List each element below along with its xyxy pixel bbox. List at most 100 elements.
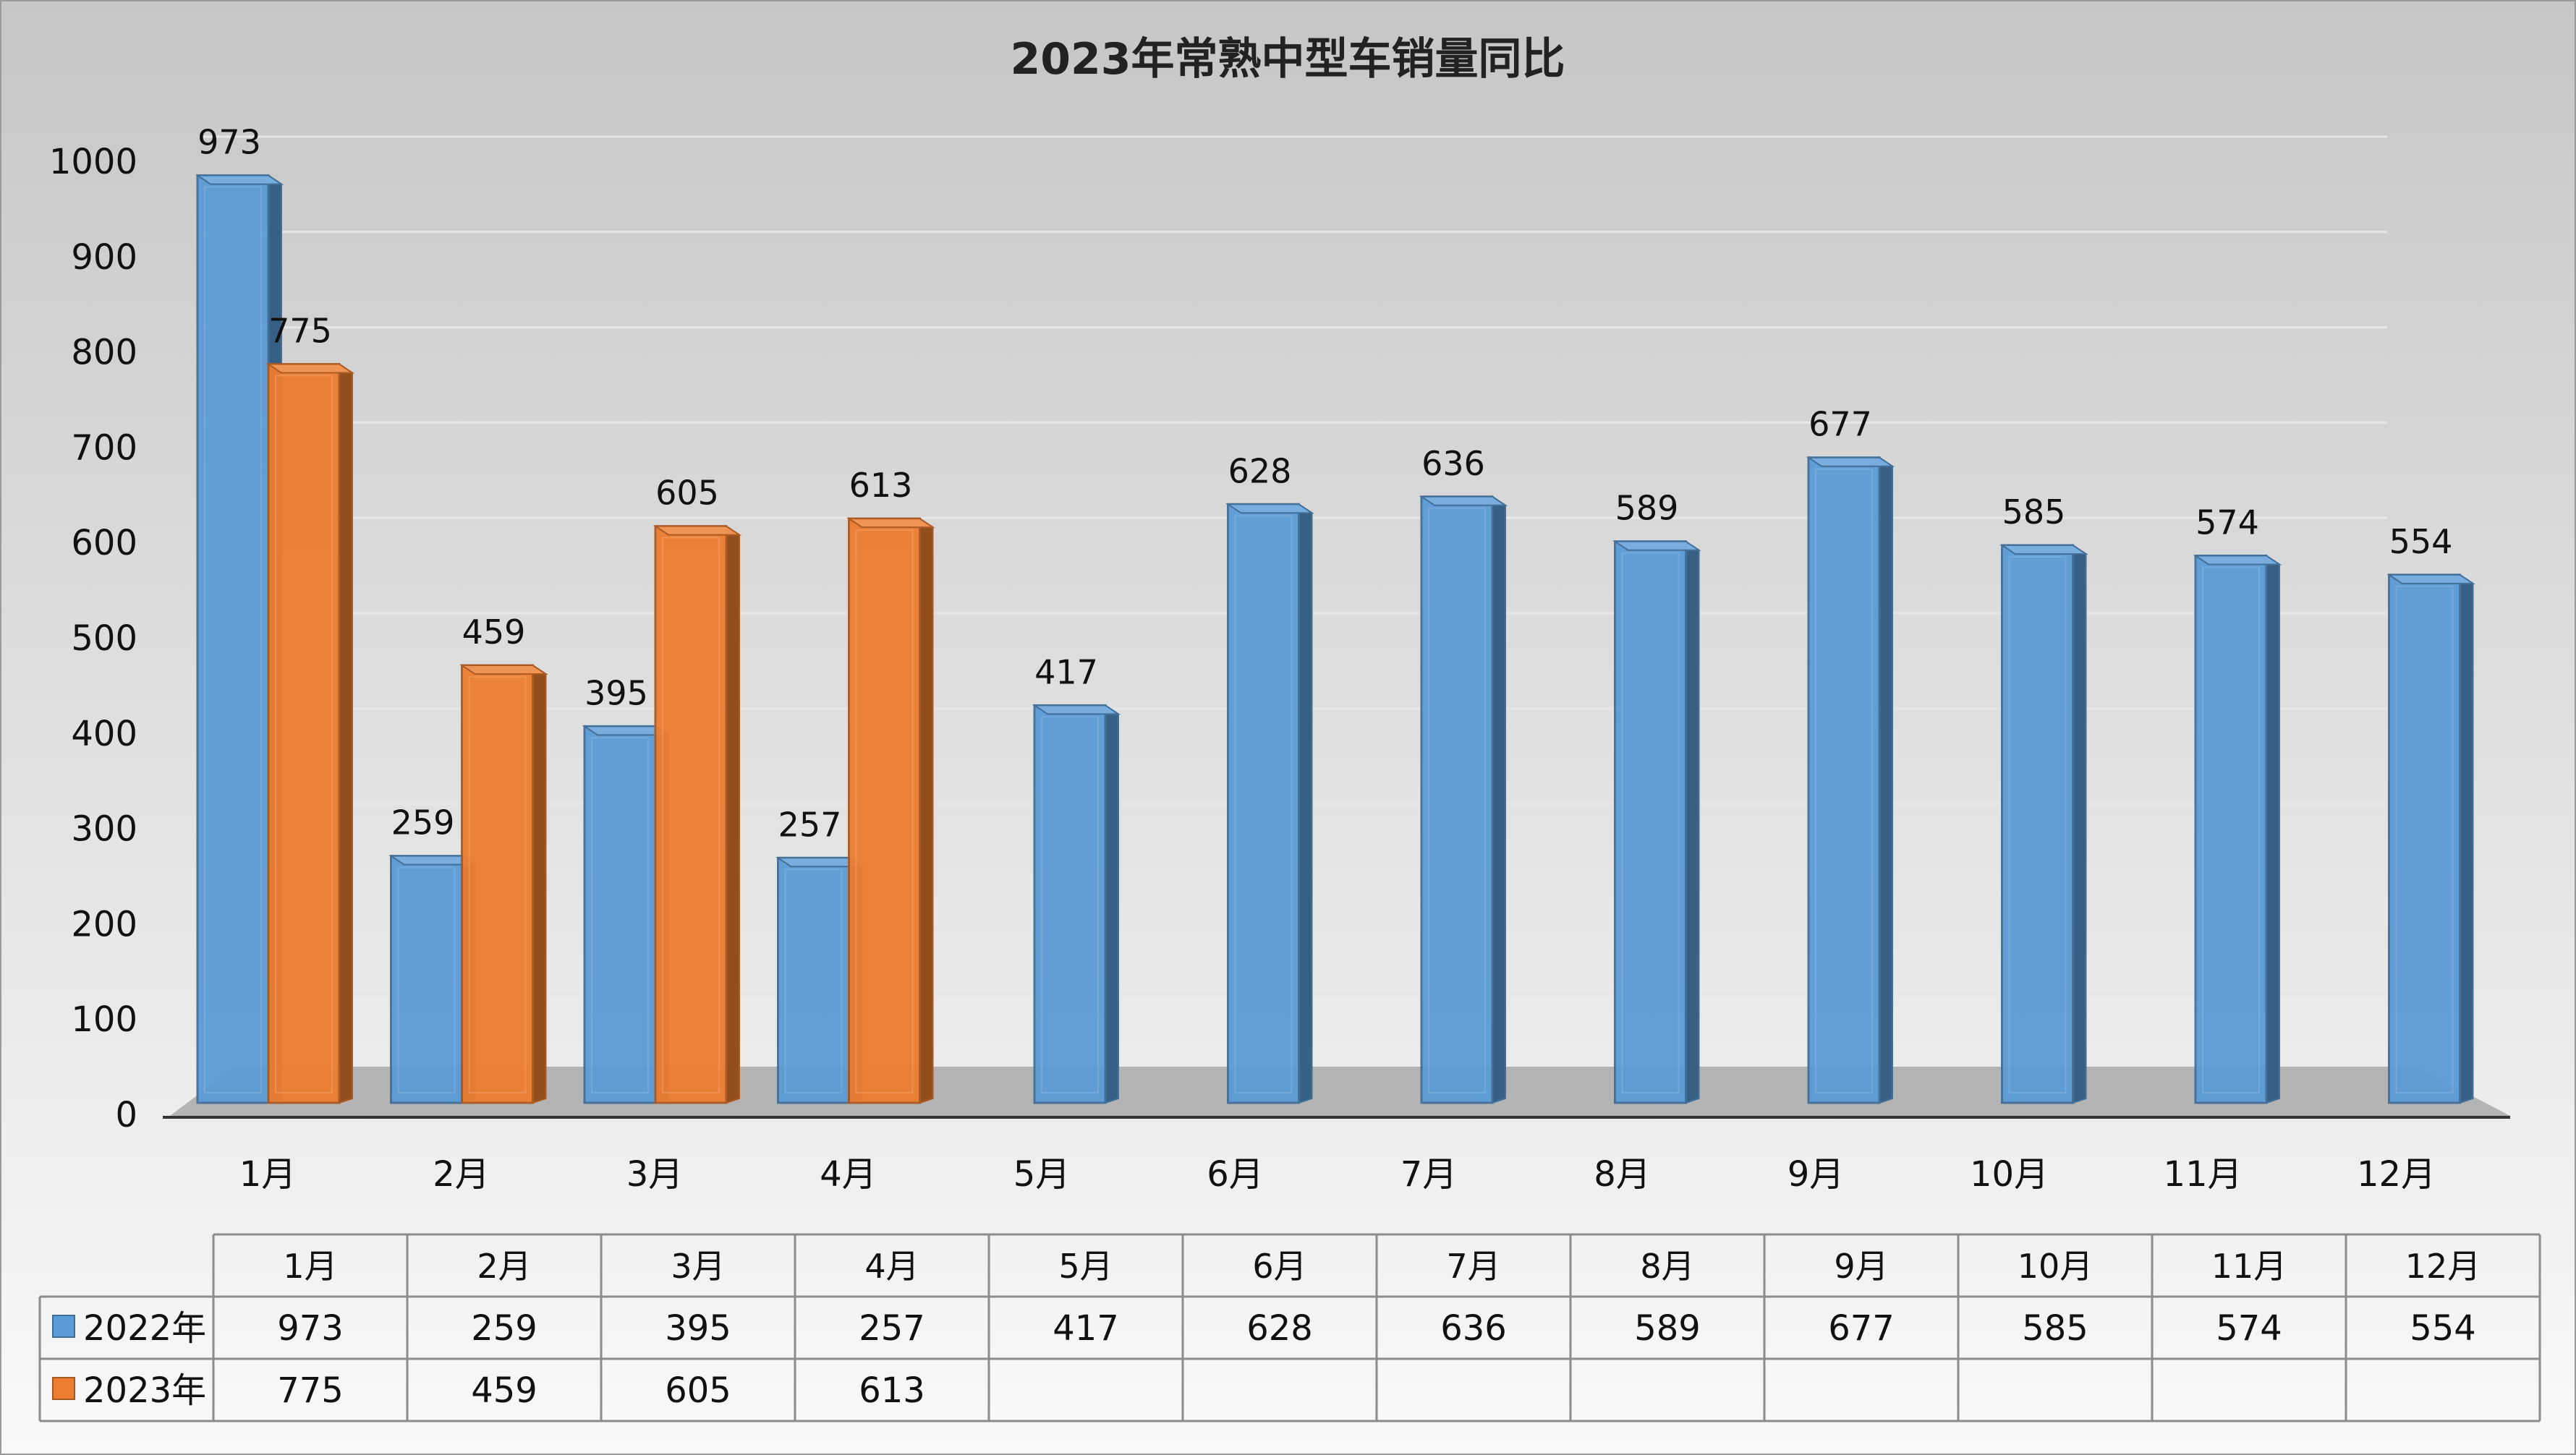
bar-side: [2459, 573, 2474, 1104]
bar-highlight: [2395, 585, 2454, 1093]
data-label: 459: [462, 613, 526, 652]
y-tick-label: 500: [71, 618, 137, 659]
bar-top: [1806, 456, 1895, 467]
data-labels: 973 775 259 459 395 605 257 613 417 628 636 589 677 5…: [197, 123, 2452, 845]
legend-series-name: 2022年: [83, 1308, 206, 1349]
table-header-cell: 7月: [1446, 1247, 1500, 1286]
data-label: 395: [585, 673, 648, 712]
table-value-cell: 628: [1246, 1308, 1313, 1349]
bar-highlight: [2202, 566, 2260, 1093]
table-header-cell: 3月: [671, 1247, 725, 1286]
y-tick-label: 900: [71, 237, 137, 278]
y-tick-label: 400: [71, 714, 137, 754]
y-tick-label: 100: [71, 999, 137, 1040]
bar-highlight: [662, 537, 720, 1093]
bar-highlight: [2008, 555, 2067, 1093]
bar-side: [1298, 503, 1313, 1104]
bar-0-8: [1806, 456, 1895, 1104]
table-value-cell: 677: [1828, 1308, 1895, 1349]
bar-front: [2194, 554, 2268, 1104]
legend-swatch: [52, 1377, 75, 1400]
bar-front: [1033, 704, 1107, 1104]
bar-side: [2266, 554, 2280, 1104]
x-category-label: 2月: [433, 1154, 490, 1195]
bar-1-2: [652, 524, 742, 1104]
table-header-cell: 9月: [1834, 1247, 1888, 1286]
bar-top: [459, 665, 548, 675]
data-table: 1月 2月 3月 4月 5月 6月 7月 8月 9月 10月 11月 12月 2022年 973 259 39…: [38, 1233, 2541, 1422]
bar-front: [1420, 495, 1494, 1104]
bar-highlight: [1428, 507, 1486, 1093]
table-value-cell: 257: [859, 1308, 925, 1349]
table-value-cell: 585: [2022, 1308, 2088, 1349]
table-header-cell: 12月: [2405, 1247, 2481, 1286]
data-label: 257: [778, 805, 842, 844]
bar-1-1: [459, 664, 548, 1104]
bar-side: [339, 362, 353, 1104]
data-label: 677: [1808, 405, 1872, 444]
bar-side: [532, 664, 547, 1104]
bar-side: [2072, 544, 2087, 1104]
table-value-cell: 613: [859, 1370, 925, 1411]
bar-side: [1879, 456, 1893, 1104]
x-category-label: 8月: [1594, 1154, 1651, 1195]
bar-highlight: [1621, 552, 1680, 1093]
y-axis-ticks: 0 100 200 300 400 500 600 700 800 900 1000: [49, 142, 137, 1135]
bar-side: [1492, 495, 1506, 1104]
bar-front: [196, 174, 270, 1104]
bar-0-7: [1612, 539, 1701, 1104]
bar-front: [777, 856, 850, 1104]
table-header-cell: 2月: [477, 1247, 531, 1286]
bar-highlight: [1815, 468, 1873, 1093]
bar-0-11: [2386, 573, 2475, 1104]
bar-front: [1614, 540, 1687, 1104]
table-value-cell: 605: [665, 1370, 731, 1411]
table-value-cell: 636: [1440, 1308, 1507, 1349]
bar-top: [265, 363, 355, 374]
table-header-cell: 4月: [864, 1247, 919, 1286]
bars: [195, 174, 2475, 1104]
bar-0-9: [1999, 544, 2088, 1104]
table-value-cell: 574: [2216, 1308, 2282, 1349]
table-value-cell: 395: [665, 1308, 731, 1349]
bar-front: [654, 525, 728, 1104]
bar-front: [848, 517, 921, 1104]
chart-title: 2023年常熟中型车销量同比: [1011, 34, 1565, 85]
table-header-cell: 1月: [283, 1247, 337, 1286]
bar-front: [1227, 503, 1300, 1104]
data-label: 636: [1421, 444, 1485, 483]
x-category-label: 9月: [1788, 1154, 1845, 1195]
bar-highlight: [1234, 515, 1293, 1093]
x-category-label: 3月: [626, 1154, 684, 1195]
x-category-label: 7月: [1400, 1154, 1458, 1195]
table-value-cell: 554: [2410, 1308, 2476, 1349]
bar-highlight: [468, 676, 527, 1093]
data-label: 259: [391, 803, 455, 842]
bar-top: [1032, 704, 1121, 715]
table-value-cell: 417: [1053, 1308, 1119, 1349]
bar-side: [726, 524, 740, 1104]
bar-1-3: [846, 517, 935, 1104]
x-category-label: 11月: [2163, 1154, 2242, 1195]
bar-0-6: [1419, 495, 1508, 1104]
bar-top: [652, 525, 742, 536]
bar-front: [583, 725, 657, 1104]
table-header-cell: 10月: [2018, 1247, 2093, 1286]
y-tick-label: 300: [71, 809, 137, 850]
data-label: 973: [197, 123, 261, 162]
bar-front: [267, 363, 341, 1104]
bar-top: [1225, 503, 1314, 514]
bar-front: [1807, 456, 1881, 1104]
bar-highlight: [204, 186, 262, 1093]
bar-highlight: [784, 869, 843, 1094]
bar-highlight: [275, 375, 333, 1093]
bar-front: [390, 855, 463, 1104]
chart-floor: [163, 1067, 2510, 1119]
data-label: 613: [849, 466, 913, 505]
legend-series-name: 2023年: [83, 1370, 206, 1411]
bar-front: [2001, 544, 2074, 1104]
bar-top: [195, 174, 284, 185]
bar-side: [1685, 539, 1700, 1104]
